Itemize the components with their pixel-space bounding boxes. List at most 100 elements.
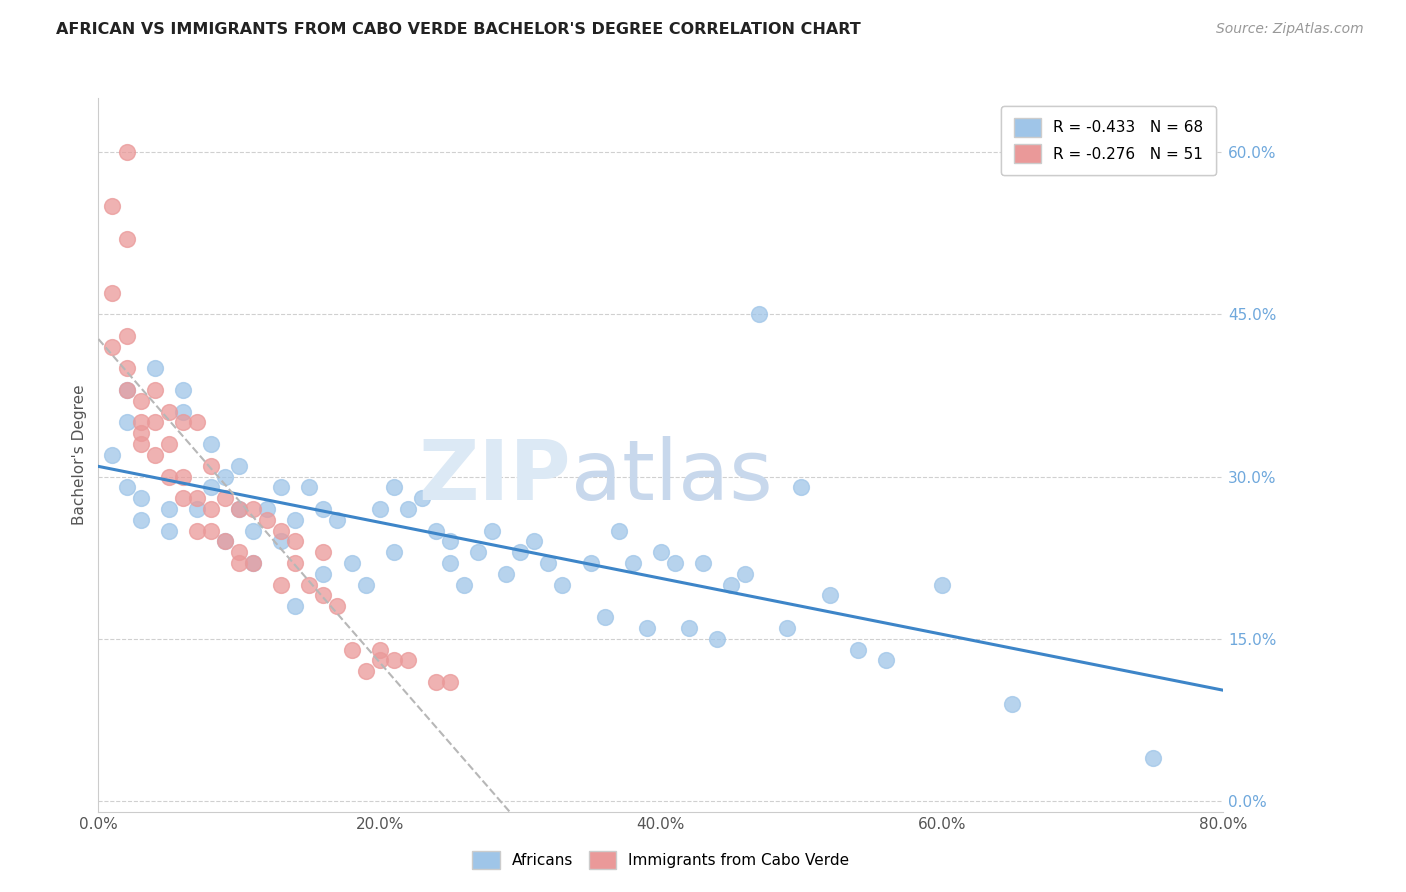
Point	[101, 340, 124, 354]
Point	[312, 589, 335, 603]
Point	[101, 448, 124, 462]
Point	[734, 566, 756, 581]
Point	[284, 599, 307, 614]
Point	[242, 502, 264, 516]
Point	[453, 577, 475, 591]
Point	[368, 642, 391, 657]
Point	[129, 393, 152, 408]
Point	[143, 361, 166, 376]
Point	[228, 458, 250, 473]
Point	[678, 621, 700, 635]
Point	[425, 675, 447, 690]
Point	[242, 524, 264, 538]
Point	[284, 534, 307, 549]
Point	[214, 491, 236, 505]
Point	[186, 416, 208, 430]
Point	[425, 524, 447, 538]
Point	[270, 524, 292, 538]
Point	[720, 577, 742, 591]
Point	[172, 469, 194, 483]
Point	[129, 426, 152, 441]
Point	[228, 502, 250, 516]
Point	[242, 556, 264, 570]
Point	[636, 621, 658, 635]
Point	[1142, 750, 1164, 764]
Point	[439, 534, 461, 549]
Point	[157, 502, 180, 516]
Point	[509, 545, 531, 559]
Point	[326, 599, 349, 614]
Point	[776, 621, 799, 635]
Point	[143, 383, 166, 397]
Point	[228, 502, 250, 516]
Point	[115, 361, 138, 376]
Point	[1001, 697, 1024, 711]
Point	[551, 577, 574, 591]
Point	[129, 437, 152, 451]
Point	[790, 480, 813, 494]
Point	[186, 491, 208, 505]
Point	[228, 545, 250, 559]
Point	[621, 556, 644, 570]
Point	[214, 534, 236, 549]
Point	[298, 577, 321, 591]
Point	[523, 534, 546, 549]
Point	[157, 405, 180, 419]
Point	[115, 416, 138, 430]
Point	[354, 577, 377, 591]
Point	[326, 513, 349, 527]
Point	[200, 437, 222, 451]
Point	[228, 556, 250, 570]
Point	[101, 199, 124, 213]
Point	[411, 491, 433, 505]
Point	[312, 566, 335, 581]
Point	[200, 524, 222, 538]
Point	[115, 329, 138, 343]
Point	[172, 383, 194, 397]
Point	[284, 513, 307, 527]
Point	[439, 675, 461, 690]
Text: atlas: atlas	[571, 436, 772, 516]
Point	[256, 502, 278, 516]
Text: AFRICAN VS IMMIGRANTS FROM CABO VERDE BACHELOR'S DEGREE CORRELATION CHART: AFRICAN VS IMMIGRANTS FROM CABO VERDE BA…	[56, 22, 860, 37]
Point	[439, 556, 461, 570]
Point	[186, 524, 208, 538]
Point	[172, 416, 194, 430]
Y-axis label: Bachelor's Degree: Bachelor's Degree	[72, 384, 87, 525]
Point	[115, 232, 138, 246]
Point	[200, 502, 222, 516]
Point	[242, 556, 264, 570]
Legend: Africans, Immigrants from Cabo Verde: Africans, Immigrants from Cabo Verde	[467, 845, 855, 875]
Point	[396, 502, 419, 516]
Point	[172, 405, 194, 419]
Point	[129, 513, 152, 527]
Point	[818, 589, 841, 603]
Point	[129, 416, 152, 430]
Point	[748, 307, 770, 321]
Point	[312, 545, 335, 559]
Point	[382, 480, 405, 494]
Legend: R = -0.433   N = 68, R = -0.276   N = 51: R = -0.433 N = 68, R = -0.276 N = 51	[1001, 106, 1216, 175]
Point	[396, 653, 419, 667]
Point	[382, 653, 405, 667]
Point	[270, 534, 292, 549]
Point	[270, 577, 292, 591]
Point	[157, 437, 180, 451]
Text: ZIP: ZIP	[419, 436, 571, 516]
Point	[214, 469, 236, 483]
Point	[157, 524, 180, 538]
Point	[200, 480, 222, 494]
Point	[143, 416, 166, 430]
Point	[340, 642, 363, 657]
Point	[129, 491, 152, 505]
Point	[157, 469, 180, 483]
Point	[200, 458, 222, 473]
Point	[579, 556, 602, 570]
Point	[593, 610, 616, 624]
Point	[256, 513, 278, 527]
Point	[270, 480, 292, 494]
Point	[298, 480, 321, 494]
Point	[495, 566, 517, 581]
Point	[875, 653, 897, 667]
Point	[354, 664, 377, 678]
